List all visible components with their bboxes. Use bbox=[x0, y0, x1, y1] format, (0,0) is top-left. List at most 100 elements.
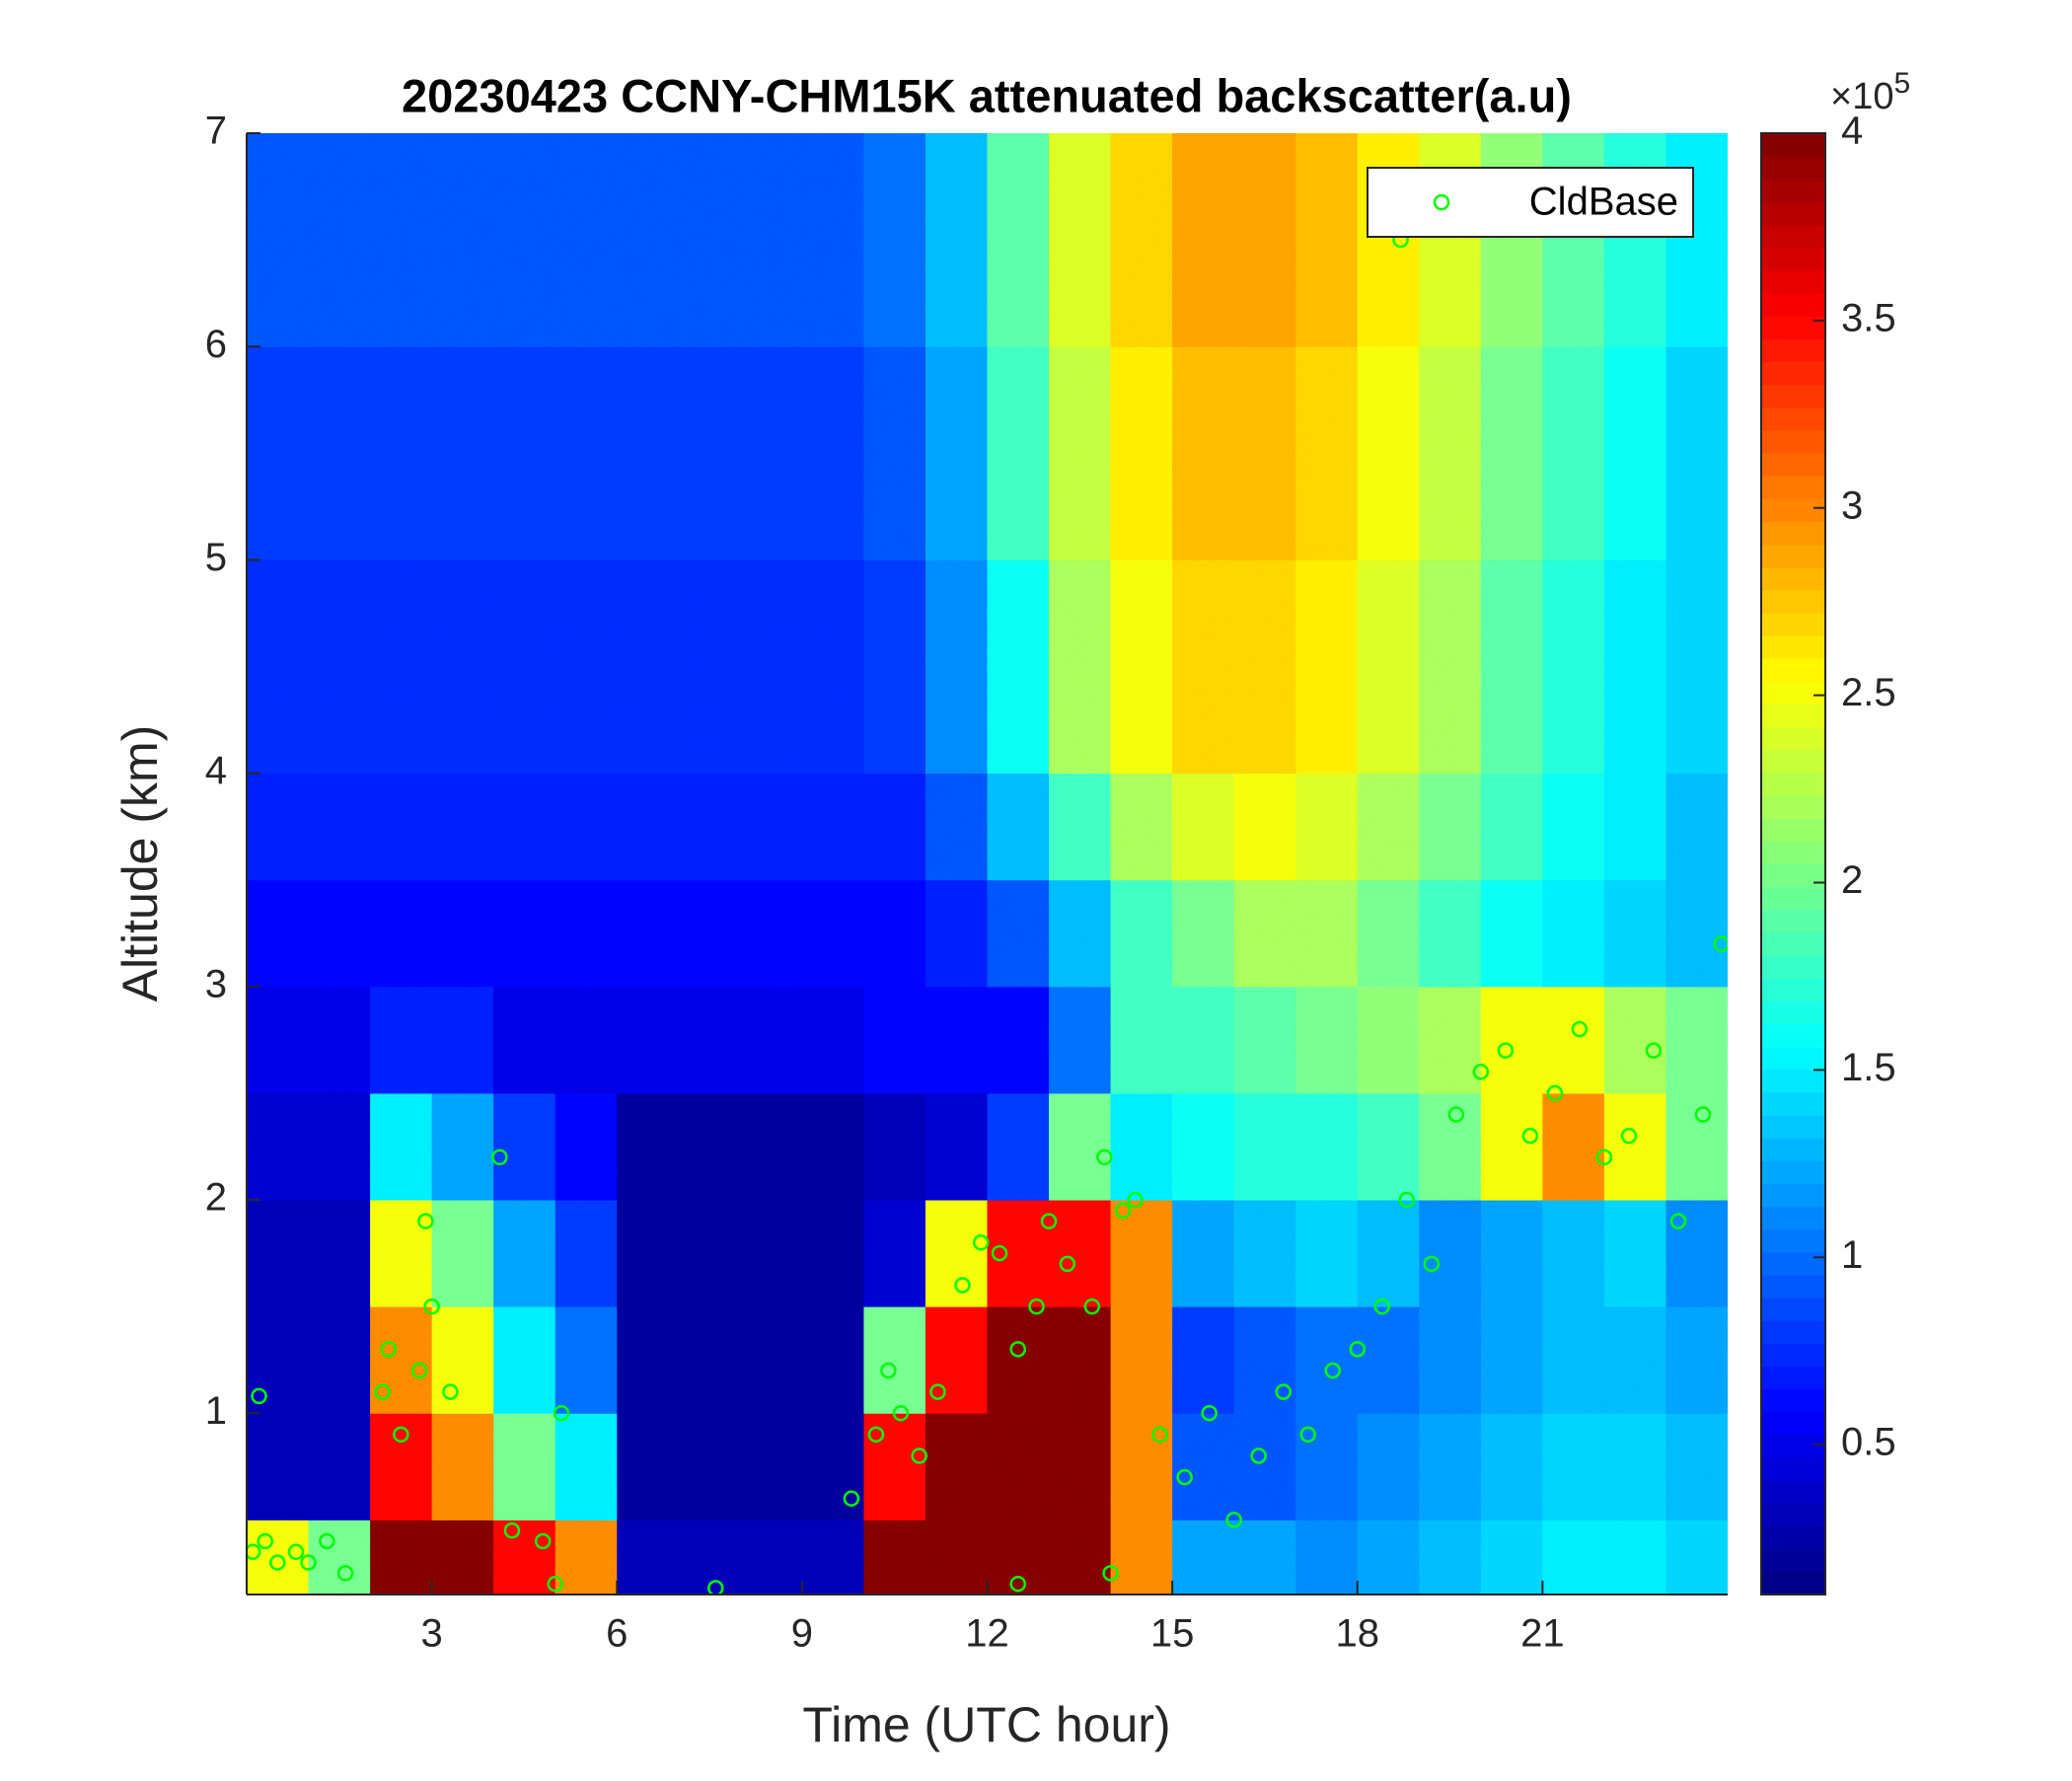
colorbar-step bbox=[1761, 1069, 1825, 1093]
cloud-base-point bbox=[880, 1362, 897, 1379]
cloud-base-point bbox=[1713, 935, 1728, 952]
colorbar-step bbox=[1761, 1320, 1825, 1345]
x-tick-label: 9 bbox=[791, 1612, 813, 1656]
colorbar-step bbox=[1761, 1480, 1825, 1505]
colorbar-tick-label: 2 bbox=[1841, 858, 1863, 902]
x-tick-label: 18 bbox=[1336, 1612, 1380, 1656]
colorbar-step bbox=[1761, 841, 1825, 865]
colorbar-step bbox=[1761, 1388, 1825, 1413]
colorbar-step bbox=[1761, 1548, 1825, 1573]
cloud-base-point bbox=[867, 1426, 885, 1444]
cloud-base-point bbox=[1059, 1255, 1076, 1273]
cloud-base-point bbox=[1398, 1191, 1416, 1209]
y-tick-label: 6 bbox=[205, 323, 227, 366]
colorbar-step bbox=[1761, 931, 1825, 956]
x-tick-label: 21 bbox=[1520, 1612, 1565, 1656]
colorbar-step bbox=[1761, 1298, 1825, 1321]
cloud-base-point bbox=[503, 1521, 521, 1539]
colorbar-step bbox=[1761, 1091, 1825, 1116]
colorbar-multiplier: ×105 bbox=[1830, 67, 1910, 117]
cloud-base-point bbox=[247, 1543, 261, 1561]
cloud-base-point bbox=[954, 1277, 971, 1294]
texture bbox=[247, 133, 1728, 1595]
colorbar-step bbox=[1761, 452, 1825, 477]
cloud-base-point bbox=[374, 1383, 391, 1400]
cloud-base-point bbox=[410, 1362, 428, 1379]
colorbar-step bbox=[1761, 292, 1825, 317]
cloud-base-point bbox=[1083, 1298, 1101, 1315]
cloud-base-point bbox=[251, 1387, 267, 1405]
colorbar-step bbox=[1761, 909, 1825, 933]
cloud-base-point bbox=[1127, 1191, 1144, 1209]
cloud-base-point bbox=[1114, 1202, 1132, 1220]
colorbar-step bbox=[1761, 1160, 1825, 1185]
cloud-base-point bbox=[911, 1447, 927, 1464]
cloud-base-point bbox=[319, 1532, 335, 1550]
scatter-layer bbox=[247, 231, 1728, 1595]
colorbar-step bbox=[1761, 247, 1825, 271]
cloud-base-point bbox=[380, 1341, 398, 1358]
cloud-base-point bbox=[1299, 1426, 1316, 1444]
colorbar-step bbox=[1761, 1001, 1825, 1025]
cloud-base-point bbox=[417, 1213, 434, 1229]
colorbar-step bbox=[1761, 224, 1825, 249]
colorbar-tick-label: 1.5 bbox=[1841, 1046, 1896, 1089]
colorbar-step bbox=[1761, 1571, 1825, 1595]
colorbar-step bbox=[1761, 498, 1825, 522]
colorbar-step bbox=[1761, 384, 1825, 408]
colorbar-tick-label: 3 bbox=[1841, 483, 1863, 527]
cloud-base-point bbox=[1201, 1404, 1218, 1422]
x-tick-label: 12 bbox=[965, 1612, 1009, 1656]
colorbar-step bbox=[1761, 156, 1825, 180]
colorbar-step bbox=[1761, 361, 1825, 386]
legend-label: CldBase bbox=[1529, 181, 1678, 224]
x-axis-label: Time (UTC hour) bbox=[802, 1697, 1170, 1752]
colorbar-step bbox=[1761, 726, 1825, 751]
colorbar-step bbox=[1761, 1183, 1825, 1208]
cloud-base-point bbox=[707, 1580, 724, 1595]
cloud-base-point bbox=[1447, 1106, 1465, 1123]
cloud-base-point bbox=[1521, 1127, 1539, 1145]
colorbar-step bbox=[1761, 316, 1825, 339]
cloud-base-point bbox=[300, 1554, 317, 1571]
colorbar-step bbox=[1761, 589, 1825, 614]
multiplier-exponent: 5 bbox=[1893, 67, 1910, 100]
y-tick-label: 7 bbox=[205, 110, 227, 153]
colorbar-tick-label: 4 bbox=[1841, 110, 1863, 153]
cloud-base-point bbox=[972, 1234, 990, 1251]
colorbar-step bbox=[1761, 1525, 1825, 1550]
colorbar-step bbox=[1761, 635, 1825, 659]
cloud-base-point bbox=[1009, 1341, 1027, 1358]
y-axis-label: Altitude (km) bbox=[112, 725, 168, 1002]
cloud-base-point bbox=[336, 1565, 354, 1582]
cloud-base-point bbox=[1349, 1341, 1366, 1358]
cloud-base-point bbox=[1497, 1042, 1515, 1059]
cloud-base-point bbox=[423, 1298, 440, 1315]
cloud-base-point bbox=[1423, 1255, 1441, 1273]
x-tick-label: 3 bbox=[421, 1612, 443, 1656]
cloud-base-point bbox=[1546, 1084, 1564, 1102]
cloud-base-point bbox=[257, 1532, 274, 1550]
cloud-base-point bbox=[991, 1244, 1008, 1262]
cloud-base-point bbox=[1040, 1213, 1058, 1229]
cloud-base-point bbox=[1151, 1426, 1168, 1444]
colorbar-step bbox=[1761, 1343, 1825, 1368]
y-tick-label: 5 bbox=[205, 536, 227, 579]
cloud-base-point bbox=[1620, 1127, 1638, 1145]
colorbar-step bbox=[1761, 681, 1825, 705]
cloud-base-point bbox=[1669, 1213, 1687, 1229]
colorbar-step bbox=[1761, 179, 1825, 203]
colorbar-tick-label: 1 bbox=[1841, 1233, 1863, 1277]
x-tick-label: 6 bbox=[606, 1612, 628, 1656]
colorbar-step bbox=[1761, 795, 1825, 819]
colorbar-tick-label: 0.5 bbox=[1841, 1421, 1896, 1464]
colorbar-step bbox=[1761, 978, 1825, 1002]
cloud-base-point bbox=[1275, 1383, 1292, 1400]
colorbar-step bbox=[1761, 1228, 1825, 1253]
cloud-base-point bbox=[491, 1149, 508, 1166]
cloud-base-point bbox=[287, 1543, 305, 1561]
cloud-base-point bbox=[269, 1554, 286, 1571]
y-tick-label: 3 bbox=[205, 962, 227, 1005]
colorbar-step bbox=[1761, 429, 1825, 454]
colorbar-step bbox=[1761, 1206, 1825, 1230]
